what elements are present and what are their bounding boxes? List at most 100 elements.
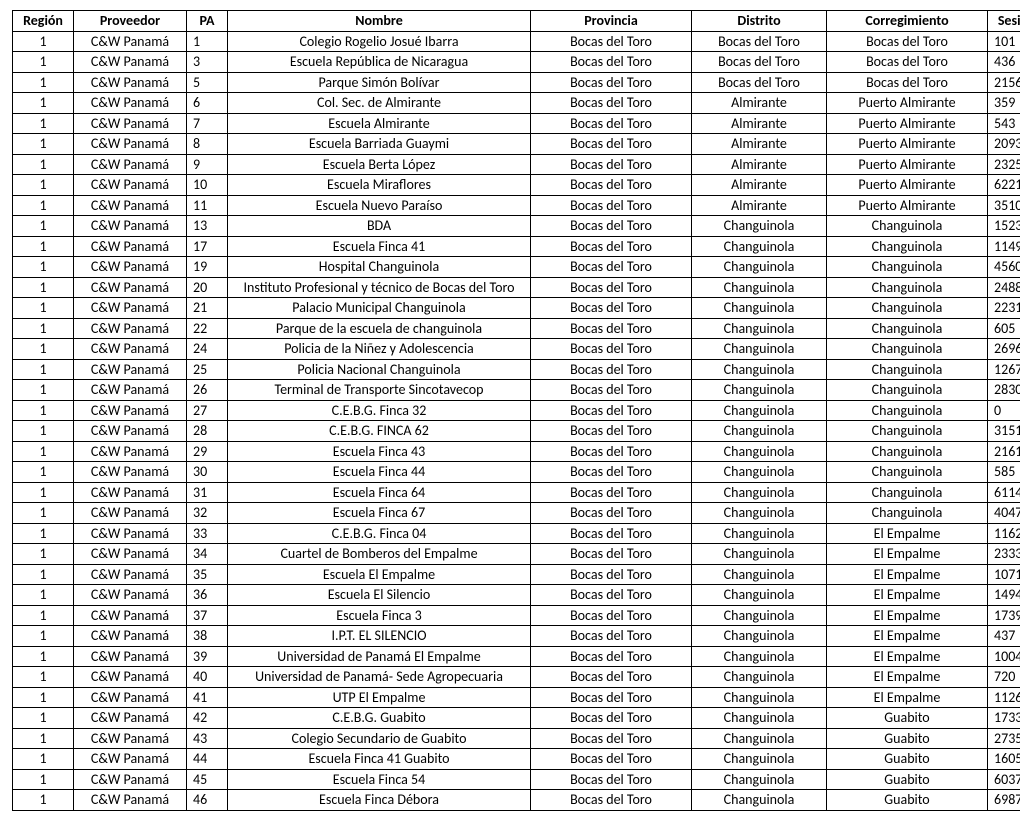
table-cell: El Empalme [827,667,988,688]
table-cell: Changuinola [692,482,827,503]
table-cell: Bocas del Toro [531,277,692,298]
table-cell: 1 [13,257,74,278]
table-cell: Bocas del Toro [531,462,692,483]
table-cell: Puerto Almirante [827,154,988,175]
table-cell: 101 [988,31,1020,52]
table-cell: Changuinola [692,564,827,585]
table-cell: Changuinola [692,400,827,421]
table-cell: C&W Panamá [74,359,187,380]
table-cell: 1 [13,216,74,237]
table-cell: 1 [13,298,74,319]
table-cell: 22 [187,318,228,339]
table-cell: C&W Panamá [74,113,187,134]
table-cell: Parque de la escuela de changuinola [228,318,531,339]
table-cell: C&W Panamá [74,298,187,319]
table-row: 1C&W Panamá22Parque de la escuela de cha… [13,318,1020,339]
table-cell: 4047 [988,503,1020,524]
table-cell: Bocas del Toro [531,544,692,565]
table-cell: C&W Panamá [74,462,187,483]
table-cell: Puerto Almirante [827,113,988,134]
table-cell: Escuela Finca 54 [228,769,531,790]
table-cell: 1 [13,380,74,401]
table-cell: Bocas del Toro [531,728,692,749]
table-cell: 2735 [988,728,1020,749]
table-cell: 20 [187,277,228,298]
table-cell: 437 [988,626,1020,647]
table-cell: Bocas del Toro [531,52,692,73]
table-cell: Hospital Changuinola [228,257,531,278]
table-row: 1C&W Panamá8Escuela Barriada GuaymiBocas… [13,134,1020,155]
table-cell: 39 [187,646,228,667]
table-cell: Guabito [827,769,988,790]
table-cell: Parque Simón Bolívar [228,72,531,93]
table-cell: C.E.B.G. Finca 04 [228,523,531,544]
table-cell: C&W Panamá [74,728,187,749]
table-cell: C&W Panamá [74,175,187,196]
table-cell: 24 [187,339,228,360]
col-header-distrito: Distrito [692,11,827,32]
table-cell: Almirante [692,195,827,216]
table-cell: 720 [988,667,1020,688]
table-cell: Bocas del Toro [531,749,692,770]
table-cell: 33 [187,523,228,544]
table-cell: 46 [187,790,228,811]
table-cell: Bocas del Toro [531,216,692,237]
table-cell: Changuinola [827,421,988,442]
table-cell: C&W Panamá [74,216,187,237]
table-cell: 1 [13,359,74,380]
table-cell: C&W Panamá [74,667,187,688]
table-cell: C.E.B.G. Finca 32 [228,400,531,421]
table-cell: 36 [187,585,228,606]
col-header-nombre: Nombre [228,11,531,32]
table-row: 1C&W Panamá13BDABocas del ToroChanguinol… [13,216,1020,237]
table-cell: 1 [13,236,74,257]
table-cell: 31 [187,482,228,503]
table-cell: El Empalme [827,687,988,708]
table-cell: 6987 [988,790,1020,811]
table-row: 1C&W Panamá32Escuela Finca 67Bocas del T… [13,503,1020,524]
table-cell: El Empalme [827,523,988,544]
table-row: 1C&W Panamá21Palacio Municipal Changuino… [13,298,1020,319]
table-cell: Bocas del Toro [827,31,988,52]
table-cell: 2696 [988,339,1020,360]
table-cell: 605 [988,318,1020,339]
table-cell: Bocas del Toro [531,503,692,524]
table-cell: Changuinola [692,339,827,360]
table-cell: Changuinola [692,667,827,688]
data-table: Región Proveedor PA Nombre Provincia Dis… [12,10,1020,811]
table-cell: Guabito [827,728,988,749]
table-cell: Puerto Almirante [827,175,988,196]
table-cell: Col. Sec. de Almirante [228,93,531,114]
table-row: 1C&W Panamá19Hospital ChanguinolaBocas d… [13,257,1020,278]
table-cell: Escuela Almirante [228,113,531,134]
table-cell: C&W Panamá [74,257,187,278]
table-cell: 1 [13,585,74,606]
table-cell: 25 [187,359,228,380]
table-cell: Changuinola [827,400,988,421]
table-cell: Bocas del Toro [531,667,692,688]
table-row: 1C&W Panamá25Policia Nacional Changuinol… [13,359,1020,380]
col-header-sesiones: Sesiones [988,11,1020,32]
table-cell: 1162 [988,523,1020,544]
table-row: 1C&W Panamá43Colegio Secundario de Guabi… [13,728,1020,749]
table-cell: 2325 [988,154,1020,175]
table-cell: Changuinola [692,605,827,626]
table-cell: 2093 [988,134,1020,155]
table-cell: 6114 [988,482,1020,503]
table-cell: Bocas del Toro [531,626,692,647]
table-row: 1C&W Panamá40Universidad de Panamá- Sede… [13,667,1020,688]
table-cell: Colegio Rogelio Josué Ibarra [228,31,531,52]
table-cell: Bocas del Toro [531,585,692,606]
table-cell: C&W Panamá [74,236,187,257]
table-cell: Bocas del Toro [531,441,692,462]
table-cell: 41 [187,687,228,708]
table-cell: Bocas del Toro [531,134,692,155]
col-header-corregimiento: Corregimiento [827,11,988,32]
table-row: 1C&W Panamá24Policia de la Niñez y Adole… [13,339,1020,360]
table-cell: Changuinola [692,380,827,401]
table-cell: Bocas del Toro [531,93,692,114]
table-cell: 28 [187,421,228,442]
table-cell: Changuinola [692,216,827,237]
table-cell: C&W Panamá [74,564,187,585]
table-row: 1C&W Panamá38I.P.T. EL SILENCIOBocas del… [13,626,1020,647]
